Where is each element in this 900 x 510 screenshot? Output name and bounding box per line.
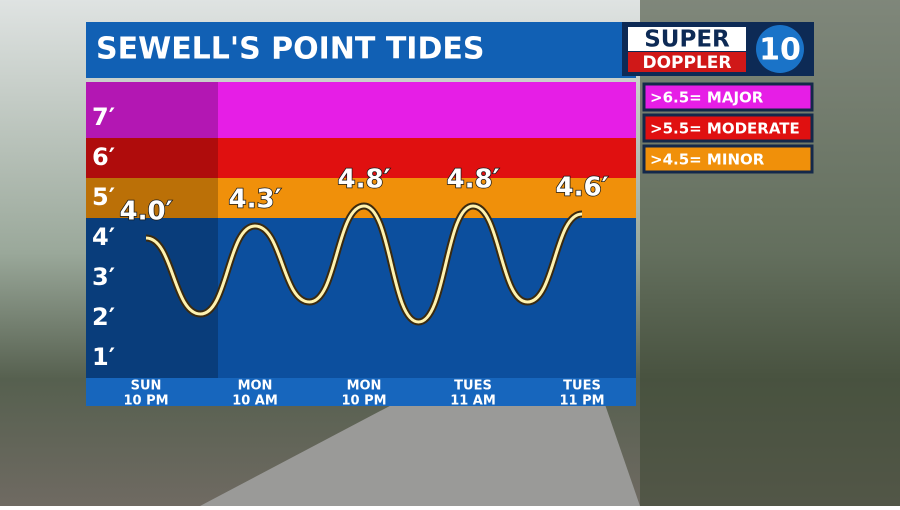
x-axis-strip xyxy=(86,378,636,406)
night-shade xyxy=(86,82,218,378)
flood-band xyxy=(86,138,636,178)
logo-text: DOPPLER xyxy=(642,53,731,73)
legend-box xyxy=(642,144,814,174)
flood-band xyxy=(86,82,636,138)
chart-title: SEWELL'S POINT TIDES xyxy=(96,32,484,67)
flood-band xyxy=(86,178,636,218)
x-tick-label: SUN xyxy=(131,379,162,394)
x-tick-label: MON xyxy=(238,379,273,394)
logo-circle xyxy=(756,25,804,73)
y-tick-label: 4′ xyxy=(92,223,115,251)
y-tick-label: 5′ xyxy=(92,183,115,211)
y-tick-label: 2′ xyxy=(92,303,115,331)
value-label: 4.3′ xyxy=(229,185,282,215)
legend-label: >4.5= MINOR xyxy=(650,151,765,169)
x-tick-label: 11 PM xyxy=(559,394,604,409)
x-tick-label: 11 AM xyxy=(450,394,496,409)
value-label: 4.6′ xyxy=(556,173,609,203)
legend-box xyxy=(642,82,814,112)
x-tick-label: 10 AM xyxy=(232,394,278,409)
value-label: 4.8′ xyxy=(338,165,391,195)
y-tick-label: 1′ xyxy=(92,343,115,371)
logo-number: 10 xyxy=(759,33,801,68)
tide-line xyxy=(145,204,583,324)
x-tick-label: TUES xyxy=(454,379,492,394)
y-tick-label: 3′ xyxy=(92,263,115,291)
y-tick-label: 7′ xyxy=(92,103,115,131)
x-tick-label: 10 PM xyxy=(123,394,168,409)
legend-label: >6.5= MAJOR xyxy=(650,89,764,107)
value-label: 4.0′ xyxy=(120,197,173,227)
title-bar xyxy=(86,22,636,78)
legend-label: >5.5= MODERATE xyxy=(650,120,800,138)
logo-text: SUPER xyxy=(644,27,730,53)
x-tick-label: 10 PM xyxy=(341,394,386,409)
legend-box xyxy=(642,113,814,143)
x-tick-label: TUES xyxy=(563,379,601,394)
logo-top-box xyxy=(628,27,746,51)
x-tick-label: MON xyxy=(347,379,382,394)
background-road xyxy=(200,390,640,506)
logo-bottom-box xyxy=(628,52,746,72)
value-label: 4.8′ xyxy=(447,165,500,195)
y-tick-label: 6′ xyxy=(92,143,115,171)
